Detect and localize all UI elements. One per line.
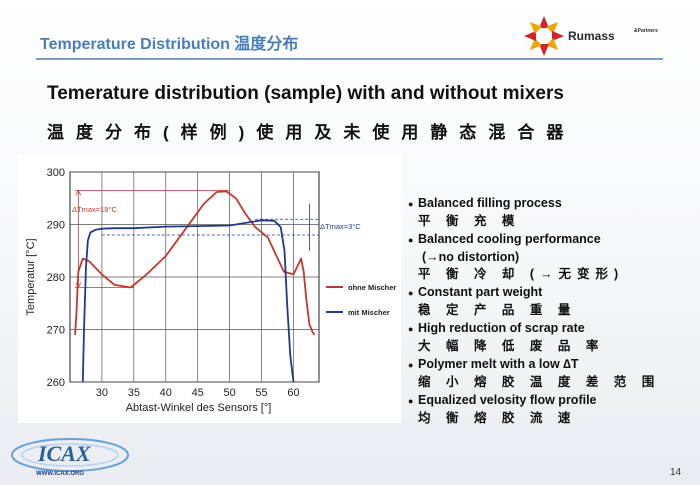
- annotation-delta-red: ΔTmax=18°C: [72, 205, 117, 214]
- rumass-logo: Rumass &Partners: [520, 12, 690, 62]
- bullet-en: Balanced filling process: [418, 196, 562, 210]
- series-line-mit-mischer: [81, 219, 295, 383]
- bullet-dot: ●: [408, 288, 414, 298]
- x-tick-label: 40: [160, 387, 172, 399]
- y-axis-label: Temperatur [°C]: [25, 238, 37, 315]
- series-line-ohne-mischer: [74, 190, 316, 336]
- y-tick-label: 280: [47, 272, 65, 284]
- y-tick-label: 260: [47, 377, 65, 389]
- bullet-en: Equalized velosity flow profile: [418, 393, 597, 407]
- bullet-zh: 稳 定 产 品 重 量: [418, 303, 577, 317]
- x-axis-label: Abtast-Winkel des Sensors [°]: [126, 402, 272, 414]
- logo-subtext: &Partners: [634, 28, 658, 34]
- bullet-en: Constant part weight: [418, 285, 543, 299]
- bullet-zh: 均 衡 熔 胶 流 速: [418, 411, 577, 425]
- bullet-en: High reduction of scrap rate: [418, 321, 585, 335]
- bullet-dot: ●: [408, 199, 414, 209]
- bullet-item: ● Balanced filling process 平 衡 充 模: [408, 195, 693, 230]
- header-divider: [36, 58, 663, 60]
- temperature-chart: 30 35 40 45 50 55 60 260 270 280 290 300 Temperatur …: [25, 167, 396, 414]
- x-tick-label: 30: [96, 387, 108, 399]
- chart-panel: 30 35 40 45 50 55 60 260 270 280 290 300 Temperatur …: [18, 155, 401, 423]
- annotation-delta-blue: ΔTmax=3°C: [320, 222, 361, 231]
- x-tick-label: 55: [255, 387, 267, 399]
- delta-arrowhead-red: [75, 189, 82, 196]
- y-tick-label: 300: [47, 167, 65, 179]
- header-title: Temperature Distribution 温度分布: [40, 36, 299, 53]
- rumass-logo-mark: [524, 16, 564, 56]
- bullet-dot: ●: [408, 235, 414, 245]
- y-tick-label: 290: [47, 220, 65, 232]
- bullet-dot: ●: [408, 360, 414, 370]
- icax-logo: ICAX WWW.ICAX.ORG: [8, 425, 133, 480]
- page-number: 14: [670, 467, 682, 478]
- x-tick-label: 50: [223, 387, 235, 399]
- logo-text: Rumass: [568, 29, 615, 43]
- bullet-en: Polymer melt with a low ∆T: [418, 357, 579, 371]
- bullet-en: Balanced cooling performance: [418, 232, 601, 246]
- x-tick-label: 35: [128, 387, 140, 399]
- bullet-note: (→no distortion): [422, 250, 520, 264]
- bullet-zh: 缩 小 熔 胶 温 度 差 范 围: [418, 375, 661, 389]
- icax-logo-text: ICAX: [37, 441, 92, 466]
- bullet-item: ● Balanced cooling performance (→no disto…: [408, 231, 693, 283]
- bullet-item: ● Equalized velosity flow profile 均 衡 熔 胶…: [408, 392, 693, 427]
- legend-label-mit-mischer: mit Mischer: [348, 308, 390, 317]
- slide-subtitle: 温度分布(样例)使用及未使用静态混合器: [47, 123, 576, 142]
- x-tick-label: 60: [287, 387, 299, 399]
- y-tick-label: 270: [47, 325, 65, 337]
- bullet-zh: 平 衡 充 模: [418, 214, 521, 228]
- x-tick-label: 45: [192, 387, 204, 399]
- slide-title: Temerature distribution (sample) with an…: [47, 83, 564, 104]
- bullet-zh: 大 幅 降 低 废 品 率: [418, 339, 605, 353]
- benefit-list: ● Balanced filling process 平 衡 充 模 ● Balan…: [408, 195, 693, 428]
- bullet-item: ● High reduction of scrap rate 大 幅 降 低 废 …: [408, 320, 693, 355]
- icax-url: WWW.ICAX.ORG: [36, 471, 84, 477]
- bullet-item: ● Polymer melt with a low ∆T 缩 小 熔 胶 温 度 …: [408, 356, 693, 391]
- bullet-dot: ●: [408, 324, 414, 334]
- legend-label-ohne-mischer: ohne Mischer: [348, 283, 396, 292]
- bullet-zh: 平 衡 冷 却 (→无变形): [418, 267, 625, 281]
- bullet-dot: ●: [408, 396, 414, 406]
- bullet-item: ● Constant part weight 稳 定 产 品 重 量: [408, 284, 693, 319]
- icax-logo-mark: ICAX WWW.ICAX.ORG: [11, 438, 129, 477]
